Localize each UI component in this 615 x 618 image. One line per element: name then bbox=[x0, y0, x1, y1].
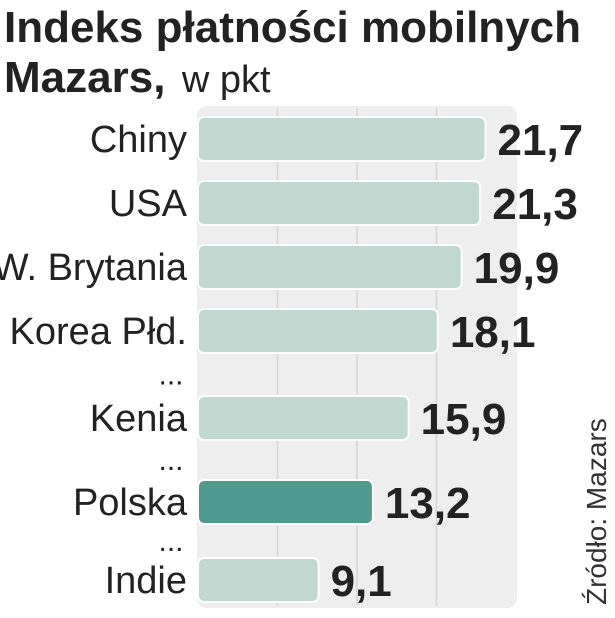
category-label: Kenia bbox=[90, 398, 188, 440]
chart-subtitle: w pkt bbox=[181, 59, 271, 101]
category-label: Polska bbox=[73, 482, 188, 524]
bar-1 bbox=[197, 116, 487, 162]
value-label: 18,1 bbox=[450, 308, 536, 357]
category-label: Chiny bbox=[90, 119, 187, 161]
value-label: 21,3 bbox=[492, 180, 578, 229]
category-label: Indie bbox=[105, 560, 187, 602]
value-label: 13,2 bbox=[385, 479, 471, 528]
bar-2 bbox=[197, 180, 482, 226]
ellipses: ......... bbox=[158, 359, 183, 559]
ellipsis-1: ... bbox=[158, 359, 183, 392]
bar-7 bbox=[197, 557, 320, 603]
bar-4 bbox=[197, 308, 439, 354]
value-label: 21,7 bbox=[498, 116, 584, 165]
ellipsis-2: ... bbox=[158, 444, 183, 477]
category-label: Korea Płd. bbox=[10, 311, 187, 353]
value-label: 19,9 bbox=[474, 244, 560, 293]
bar-5 bbox=[197, 395, 410, 441]
value-label: 15,9 bbox=[421, 395, 507, 444]
bars bbox=[197, 116, 487, 603]
value-labels: 21,7 21,3 19,9 18,1 15,9 13,2 9,1 bbox=[331, 116, 584, 606]
source-note: Źródło: Mazars bbox=[581, 418, 612, 605]
chart-title-line2: Mazars, w pkt bbox=[4, 53, 271, 102]
category-label: USA bbox=[109, 183, 188, 225]
category-labels: Chiny USA W. Brytania Korea Płd. Kenia Polska… bbox=[0, 119, 188, 602]
bar-3 bbox=[197, 244, 463, 290]
bar-6 bbox=[197, 479, 374, 525]
chart-title: Indeks płatności mobilnych bbox=[4, 3, 581, 52]
ellipsis-3: ... bbox=[158, 525, 183, 558]
chart-title-mazars: Mazars, bbox=[4, 53, 165, 102]
value-label: 9,1 bbox=[331, 557, 392, 606]
category-label: W. Brytania bbox=[0, 247, 188, 289]
